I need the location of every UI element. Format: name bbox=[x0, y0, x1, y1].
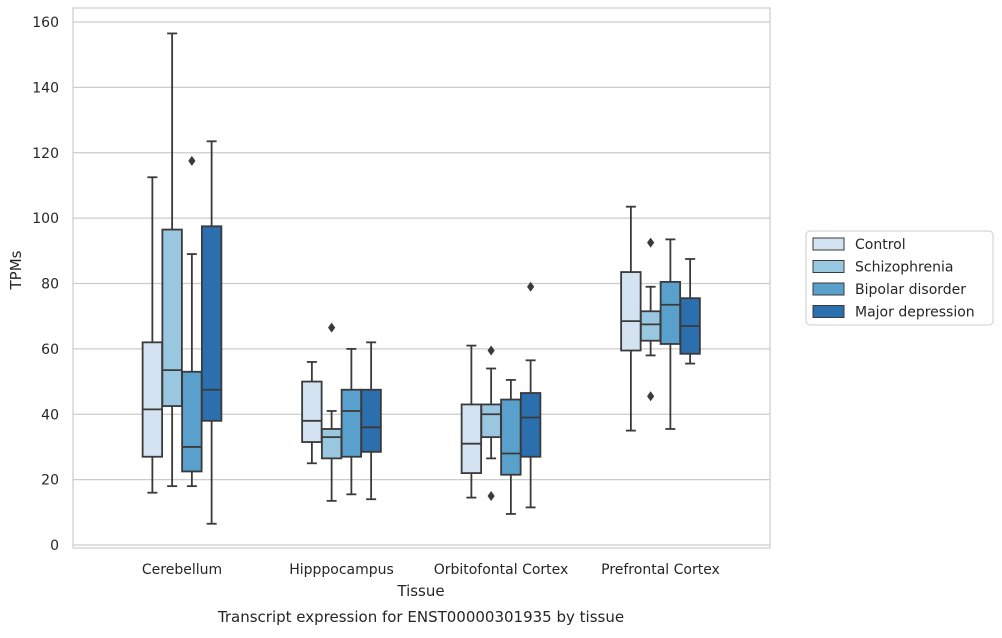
legend-label: Schizophrenia bbox=[855, 260, 953, 276]
box-plot-item bbox=[460, 344, 483, 499]
x-axis-label: Tissue bbox=[396, 582, 444, 600]
y-tick-label: 80 bbox=[41, 277, 59, 293]
x-tick-label: Prefrontal Cortex bbox=[601, 562, 720, 578]
outlier-point bbox=[487, 490, 495, 501]
box-plot-item bbox=[519, 281, 542, 509]
legend-label: Major depression bbox=[855, 305, 975, 321]
y-tick-label: 140 bbox=[32, 80, 59, 96]
box-plot-item bbox=[639, 237, 662, 402]
box-plot-item bbox=[340, 347, 363, 496]
box-plot-item bbox=[161, 32, 183, 488]
x-axis-ticks: Cerebellum Hipppocampus Orbitofontal Corte… bbox=[142, 562, 720, 578]
box-body bbox=[161, 228, 183, 407]
outlier-point bbox=[647, 237, 655, 248]
y-tick-label: 120 bbox=[32, 146, 59, 162]
legend: Control Schizophrenia Bipolar disorder Majo… bbox=[805, 230, 994, 326]
outlier-point bbox=[188, 155, 196, 166]
legend-swatch bbox=[812, 260, 845, 273]
box-body bbox=[519, 392, 542, 458]
box-plot-item bbox=[360, 341, 382, 501]
box-plot-item bbox=[141, 176, 164, 494]
box-plot-item bbox=[679, 258, 701, 365]
y-tick-label: 160 bbox=[32, 15, 59, 31]
outlier-point bbox=[527, 281, 535, 292]
chart-caption: Transcript expression for ENST0000030193… bbox=[217, 608, 624, 626]
box-body bbox=[360, 388, 382, 453]
box-series bbox=[141, 32, 701, 525]
box-plot-item bbox=[620, 205, 642, 432]
outlier-point bbox=[487, 345, 495, 356]
box-body bbox=[301, 380, 323, 443]
y-axis-ticks: 0 20 40 60 80 100 120 140 160 bbox=[32, 15, 59, 554]
plot-frame bbox=[72, 7, 771, 549]
box-body bbox=[460, 403, 483, 474]
box-plot-item bbox=[301, 361, 323, 465]
box-body bbox=[340, 388, 363, 458]
box-plot-item bbox=[480, 345, 502, 501]
box-body bbox=[200, 225, 223, 422]
y-tick-label: 20 bbox=[41, 473, 59, 489]
y-tick-label: 60 bbox=[41, 342, 59, 358]
legend-swatch bbox=[812, 305, 845, 318]
x-tick-label: Orbitofontal Cortex bbox=[434, 562, 569, 578]
box-body bbox=[141, 341, 164, 458]
y-tick-label: 100 bbox=[32, 211, 59, 227]
outlier-point bbox=[647, 391, 655, 402]
box-plot-item bbox=[181, 155, 203, 488]
x-tick-label: Hipppocampus bbox=[289, 562, 394, 578]
box-plot-item bbox=[659, 238, 682, 430]
legend-label: Control bbox=[855, 237, 906, 253]
box-body bbox=[659, 280, 682, 345]
y-tick-label: 40 bbox=[41, 407, 59, 423]
box-body bbox=[320, 428, 343, 460]
legend-swatch bbox=[812, 282, 845, 296]
box-plot-item bbox=[200, 140, 223, 525]
box-body bbox=[639, 310, 662, 342]
legend-frame bbox=[805, 230, 994, 326]
box-plot-item bbox=[500, 379, 522, 515]
y-axis-label: TPMs bbox=[7, 250, 25, 290]
box-body bbox=[620, 271, 642, 352]
legend-label: Bipolar disorder bbox=[855, 282, 966, 298]
box-body bbox=[480, 403, 502, 439]
outlier-point bbox=[328, 322, 336, 333]
y-tick-label: 0 bbox=[50, 538, 59, 554]
box-body bbox=[181, 370, 203, 473]
box-body bbox=[500, 398, 522, 476]
legend-swatch bbox=[812, 237, 845, 251]
x-tick-label: Cerebellum bbox=[142, 562, 222, 578]
